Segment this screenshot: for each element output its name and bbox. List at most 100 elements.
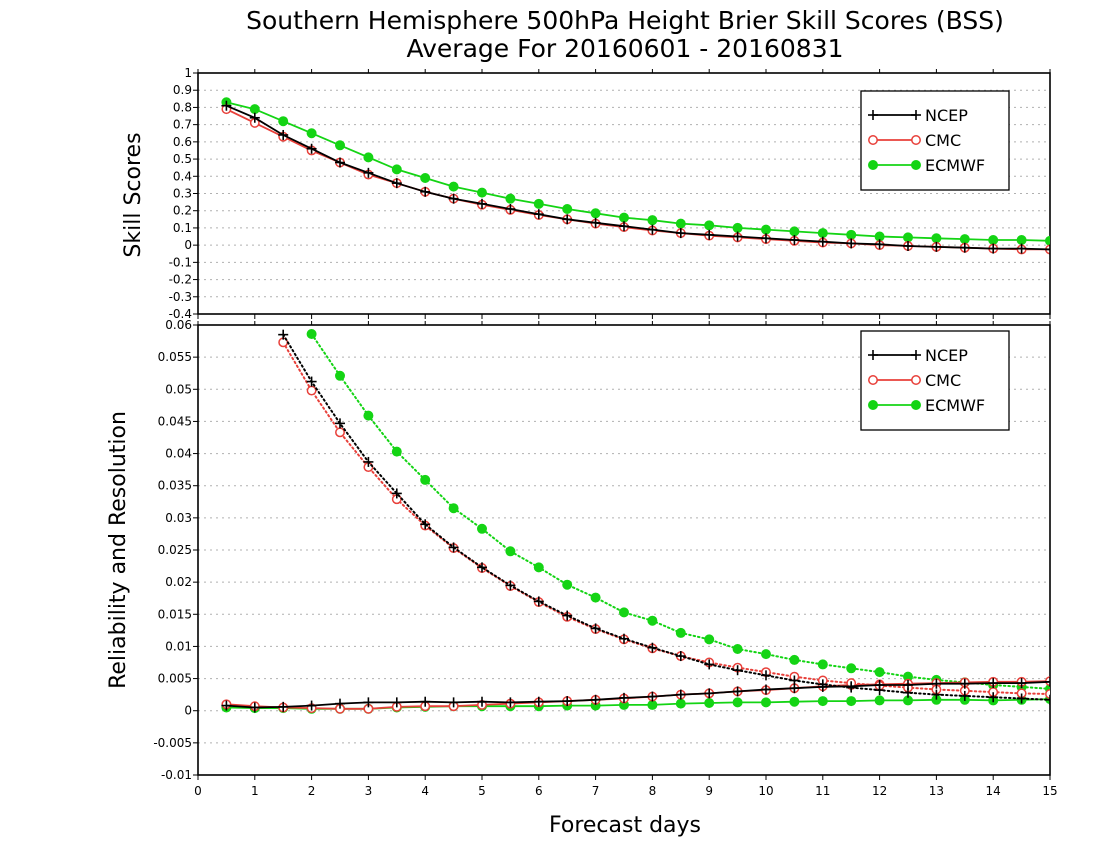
- bottom-y-tick-label: -0.005: [153, 736, 192, 750]
- top-y-tick-label: 0: [184, 238, 192, 252]
- bottom-ncep-resolution-point: [335, 418, 345, 429]
- bottom-ncep-reliability-point: [249, 702, 260, 713]
- chart-title-line1: Southern Hemisphere 500hPa Height Brier …: [246, 6, 1004, 35]
- top-ecmwf-point: [619, 212, 629, 223]
- top-legend-marker: [868, 135, 878, 145]
- bottom-ncep-reliability-point: [590, 694, 601, 705]
- top-ncep-point: [533, 209, 544, 220]
- bottom-ecmwf-resolution-point: [590, 592, 601, 603]
- bottom-ecmwf-resolution-point: [817, 659, 828, 670]
- bottom-ecmwf-reliability-point: [732, 697, 743, 708]
- bottom-ncep-reliability-point: [562, 696, 573, 707]
- bottom-ncep-reliability-point: [732, 686, 743, 697]
- bottom-ecmwf-resolution-point: [761, 649, 771, 660]
- top-legend-marker: [868, 110, 878, 120]
- bottom-ecmwf-resolution-point: [533, 562, 544, 573]
- top-ncep-point: [505, 203, 516, 214]
- bottom-legend-label: ECMWF: [925, 396, 985, 415]
- top-ecmwf-point: [675, 218, 686, 229]
- reliability-resolution-panel: -0.01 -0.005 0 0.005 0.01 0.015 0.02 0.025 0.03 0…: [153, 318, 1057, 798]
- bottom-ncep-resolution-point: [1016, 693, 1027, 704]
- top-y-tick-label: 0.9: [173, 83, 192, 97]
- bottom-ncep-resolution-point: [761, 670, 771, 681]
- bottom-y-tick-label: 0.045: [158, 414, 192, 428]
- top-ecmwf-point: [391, 164, 402, 175]
- top-y-tick-label: 0.1: [173, 221, 192, 235]
- bottom-ncep-reliability-point: [619, 692, 629, 703]
- x-tick-label: 13: [929, 784, 944, 798]
- bottom-ecmwf-resolution-point: [874, 667, 885, 678]
- bottom-ncep-reliability-point: [420, 696, 431, 707]
- bottom-ncep-resolution-point: [448, 542, 459, 553]
- chart-title-line2: Average For 20160601 - 20160831: [406, 34, 843, 63]
- x-tick-label: 3: [365, 784, 373, 798]
- bottom-ncep-reliability-point: [675, 689, 686, 700]
- top-legend-marker: [911, 110, 921, 120]
- x-tick-label: 11: [815, 784, 830, 798]
- top-y-tick-label: 0.7: [173, 118, 192, 132]
- top-legend-item-ncep: NCEP: [868, 106, 968, 125]
- bottom-ecmwf-reliability-point: [846, 696, 857, 707]
- bottom-ncep-reliability-point: [306, 700, 317, 711]
- top-ncep-point: [477, 198, 487, 209]
- bottom-ncep-resolution-point: [647, 642, 658, 653]
- bottom-ncep-resolution-point: [477, 562, 487, 573]
- bottom-ncep-reliability-point: [221, 700, 232, 711]
- top-y-tick-label: -0.3: [169, 290, 192, 304]
- bottom-ncep-resolution-point: [590, 623, 601, 634]
- top-y-tick-label: 0.5: [173, 152, 192, 166]
- bottom-ecmwf-resolution-point: [420, 474, 431, 485]
- x-tick-label: 0: [194, 784, 202, 798]
- bottom-y-tick-label: 0.005: [158, 672, 192, 686]
- bottom-plot-area: [221, 329, 1050, 714]
- bottom-ncep-resolution-point: [846, 682, 857, 693]
- top-ecmwf-point: [477, 187, 487, 198]
- bottom-legend-item-ncep: NCEP: [868, 346, 968, 365]
- top-y-tick-label: 0.8: [173, 100, 192, 114]
- top-ncep-point: [590, 217, 601, 228]
- top-ecmwf-point: [306, 128, 317, 139]
- bottom-ncep-reliability-point: [477, 696, 487, 707]
- bottom-ncep-reliability-point: [761, 684, 771, 695]
- bottom-ncep-resolution-point: [732, 665, 743, 676]
- top-legend: NCEP CMC ECMWF: [860, 90, 1010, 191]
- bottom-ncep-resolution-point: [1045, 694, 1050, 705]
- bottom-cmc-resolution-point: [335, 427, 345, 438]
- bottom-ecmwf-resolution-point: [363, 410, 374, 421]
- bottom-ncep-resolution-point: [619, 633, 629, 644]
- bottom-legend-label: NCEP: [925, 346, 968, 365]
- top-ncep-point: [335, 157, 345, 168]
- top-ncep-point: [846, 238, 857, 249]
- skill-scores-panel: -0.4 -0.3 -0.2 -0.1 0 0.1 0.2 0.3 0.4 0.5 0.6 0.7 0.…: [169, 66, 1051, 321]
- bottom-cmc-resolution-point: [306, 385, 317, 396]
- bottom-ncep-resolution-point: [988, 692, 999, 703]
- top-ecmwf-point: [903, 232, 913, 243]
- bottom-ncep-reliability-point: [1045, 676, 1050, 687]
- bottom-legend-label: CMC: [925, 371, 961, 390]
- top-ecmwf-point: [761, 224, 771, 235]
- bottom-ncep-reliability-point: [959, 678, 970, 689]
- x-tick-label: 2: [308, 784, 316, 798]
- bottom-ncep-resolution-point: [562, 610, 573, 621]
- top-ncep-point: [619, 221, 629, 232]
- top-ncep-point: [959, 242, 970, 253]
- top-ecmwf-point: [533, 198, 544, 209]
- top-ecmwf-point: [988, 234, 999, 245]
- top-y-tick-label: -0.1: [169, 255, 192, 269]
- top-y-tick-label: -0.2: [169, 273, 192, 287]
- bottom-ncep-resolution-point: [420, 519, 431, 530]
- top-ncep-point: [732, 231, 743, 242]
- bottom-ncep-resolution-point: [363, 456, 374, 467]
- bottom-ncep-resolution-point: [675, 651, 686, 662]
- top-ncep-point: [761, 233, 771, 244]
- top-legend-label: ECMWF: [925, 156, 985, 175]
- bottom-ecmwf-resolution-point: [448, 503, 459, 514]
- bottom-ncep-resolution-line: [282, 333, 1050, 701]
- bottom-ecmwf-reliability-point: [789, 696, 800, 707]
- top-legend-label: NCEP: [925, 106, 968, 125]
- bottom-ncep-reliability-point: [931, 678, 942, 689]
- bottom-ncep-resolution-point: [874, 685, 885, 696]
- top-ecmwf-point: [562, 203, 573, 214]
- top-ncep-point: [420, 186, 431, 197]
- bottom-ecmwf-reliability-point: [817, 696, 828, 707]
